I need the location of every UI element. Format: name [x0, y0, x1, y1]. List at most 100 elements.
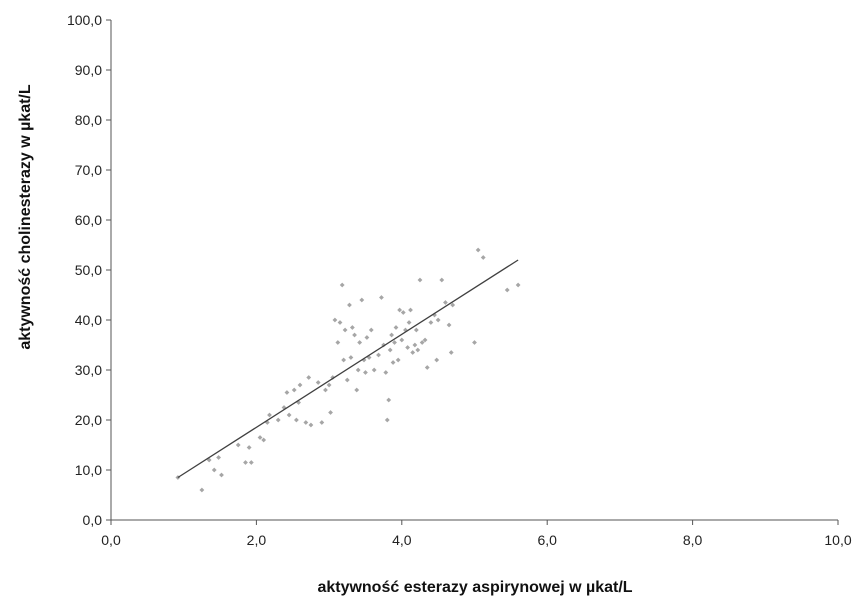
y-tick-label: 50,0	[75, 262, 102, 278]
data-point	[410, 350, 416, 355]
data-point	[216, 455, 221, 460]
data-point	[303, 420, 309, 425]
data-point	[264, 420, 270, 425]
y-tick-label: 80,0	[75, 112, 102, 128]
data-point	[386, 397, 392, 403]
data-point	[206, 457, 212, 463]
data-point	[267, 412, 272, 418]
data-point	[342, 327, 348, 333]
data-point	[392, 340, 397, 345]
data-point	[219, 472, 224, 478]
y-tick-label: 30,0	[75, 362, 102, 378]
data-point	[475, 247, 481, 253]
data-point	[328, 410, 333, 415]
data-point	[412, 342, 418, 348]
data-point	[349, 325, 355, 330]
data-point	[504, 287, 510, 293]
data-point	[355, 367, 361, 373]
data-point	[397, 307, 403, 313]
data-point	[422, 337, 428, 343]
data-point	[428, 320, 434, 325]
y-tick-label: 20,0	[75, 412, 102, 428]
data-point	[393, 325, 399, 330]
data-point	[297, 382, 303, 388]
data-point	[326, 382, 332, 388]
y-tick-label: 40,0	[75, 312, 102, 328]
data-point	[403, 327, 408, 333]
data-point	[381, 342, 387, 348]
data-point	[400, 310, 406, 315]
data-point	[450, 302, 456, 308]
data-point	[406, 320, 412, 325]
y-tick-label: 90,0	[75, 62, 102, 78]
data-point	[341, 357, 347, 363]
y-tick-label: 10,0	[75, 462, 102, 478]
data-point	[347, 302, 352, 308]
data-point	[243, 460, 248, 465]
data-point	[389, 332, 395, 338]
data-point	[281, 405, 287, 410]
data-point	[332, 317, 338, 323]
data-point	[257, 435, 263, 440]
x-tick-label: 8,0	[683, 532, 703, 548]
points-layer	[175, 247, 521, 493]
data-point	[368, 327, 374, 333]
data-point	[291, 387, 297, 393]
data-point	[319, 420, 325, 425]
y-tick-label: 70,0	[75, 162, 102, 178]
x-axis-title: aktywność esterazy aspirynowej w µkat/L	[317, 579, 632, 596]
data-point	[390, 360, 396, 365]
data-point	[419, 340, 425, 345]
data-point	[357, 340, 363, 345]
data-point	[384, 417, 390, 423]
y-axis-ticks: 0,0 10,0 20,0 30,0 40,0 50,0 60,0 70,0 80,0 90,0 1…	[67, 12, 111, 528]
y-tick-label: 0,0	[83, 512, 103, 528]
data-point	[387, 347, 393, 353]
data-point	[293, 417, 299, 423]
data-point	[472, 340, 477, 345]
x-tick-label: 0,0	[101, 532, 121, 548]
data-point	[354, 387, 360, 393]
data-point	[413, 327, 419, 333]
y-axis-title: aktywność cholinesterazy w µkat/L	[17, 84, 34, 350]
data-point	[199, 487, 205, 493]
data-point	[435, 317, 441, 323]
data-point	[364, 335, 370, 340]
data-point	[443, 300, 448, 305]
x-tick-label: 4,0	[392, 532, 412, 548]
data-point	[235, 442, 241, 448]
data-point	[315, 380, 321, 385]
data-point	[446, 322, 452, 328]
data-point	[275, 417, 281, 423]
data-point	[248, 460, 254, 465]
x-axis-ticks: 0,0 2,0 4,0 6,0 8,0 10,0	[101, 520, 852, 548]
data-point	[344, 377, 350, 383]
y-tick-label: 100,0	[67, 12, 102, 28]
data-point	[417, 277, 423, 283]
data-point	[424, 365, 430, 370]
data-point	[399, 337, 405, 343]
data-point	[405, 345, 411, 350]
data-point	[448, 350, 454, 355]
data-point	[286, 412, 292, 418]
data-point	[363, 370, 368, 375]
x-tick-label: 2,0	[247, 532, 267, 548]
y-tick-label: 60,0	[75, 212, 102, 228]
data-point	[432, 312, 437, 318]
data-point	[383, 370, 389, 375]
data-point	[379, 295, 384, 300]
data-point	[261, 437, 267, 443]
data-point	[515, 282, 521, 288]
data-point	[211, 467, 217, 473]
data-point	[371, 367, 377, 373]
data-point	[284, 390, 290, 395]
data-point	[395, 357, 401, 363]
data-point	[415, 347, 421, 353]
data-point	[359, 297, 365, 303]
data-point	[434, 357, 440, 363]
x-tick-label: 10,0	[824, 532, 851, 548]
data-point	[339, 282, 345, 288]
data-point	[439, 277, 445, 283]
x-tick-label: 6,0	[537, 532, 557, 548]
